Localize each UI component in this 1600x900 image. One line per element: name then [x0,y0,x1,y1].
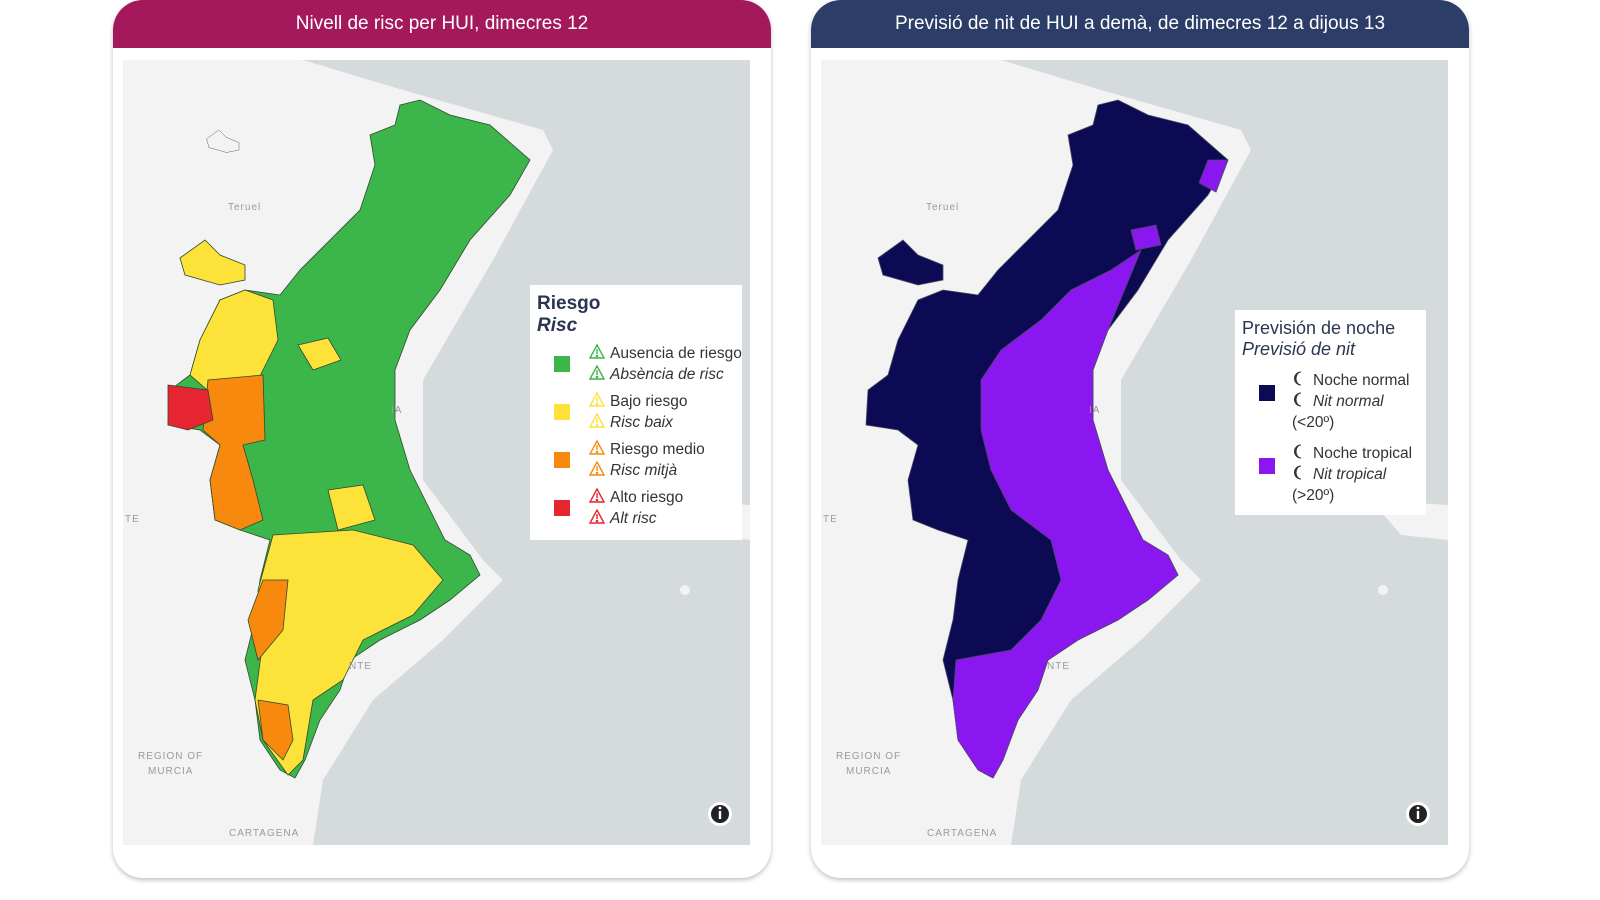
icon [589,344,605,359]
legend-item: Riesgo medio Risc mitjà [537,439,742,481]
map-label: NTE [1047,661,1070,672]
map-label: NTE [349,661,372,672]
icon [589,440,605,455]
legend-subtitle: Risc [537,315,578,336]
legend-label-alt-text: Nit normal [1313,393,1384,410]
legend-label: Riesgo medio [589,439,742,460]
legend-label-text: Alto riesgo [610,489,684,506]
legend-swatch [1259,458,1275,474]
legend-icon [589,509,605,524]
legend-item: Bajo riesgo Risc baix [537,391,742,433]
map-label: TE [125,514,140,525]
map-label: MURCIA [148,766,193,777]
legend-swatch [554,500,570,516]
map-label: REGION OF [138,751,203,762]
icon [1294,444,1302,459]
risk-panel: Nivell de risc per HUI, dimecres 12 Teru… [113,0,771,878]
map-label: TE [823,514,838,525]
legend-label-alt: Risc baix [589,412,742,433]
legend-icon [589,488,605,503]
legend-label: Noche normal [1292,370,1426,391]
legend-label-alt-text: Risc baix [610,414,673,431]
legend-label-alt-text: Alt risc [610,510,657,527]
legend-icon [1294,465,1302,480]
legend-label-alt-text: Absència de risc [610,366,724,383]
legend: Previsión de noche Previsió de nit Noche… [1235,310,1426,515]
legend-label-text: Riesgo medio [610,441,705,458]
legend-icon [589,365,605,380]
legend-note: (<20º) [1292,414,1335,431]
legend-icon [1294,392,1302,407]
legend-swatch [554,452,570,468]
icon [589,392,605,407]
legend-title: Previsión de noche [1242,318,1396,338]
legend: Riesgo Risc Ausencia de riesgo Absència d… [530,285,742,540]
legend-label-text: Bajo riesgo [610,393,688,410]
panel-header: Previsió de nit de HUI a demà, de dimecr… [811,0,1469,48]
legend-swatch [554,356,570,372]
legend-label: Ausencia de riesgo [589,343,742,364]
legend-title: Riesgo [537,293,601,314]
map-label: MURCIA [846,766,891,777]
legend-swatch [1259,385,1275,401]
icon [1294,392,1302,407]
panel-title: Previsió de nit de HUI a demà, de dimecr… [894,13,1386,34]
map-label: IA [391,405,402,416]
map[interactable]: Teruel REGION OF MURCIA CARTAGENA TE IA … [113,0,771,878]
icon [589,365,605,380]
legend-icon [589,461,605,476]
legend-label-alt: Absència de risc [589,364,742,385]
legend-label-text: Ausencia de riesgo [610,345,742,362]
map[interactable]: Teruel REGION OF MURCIA CARTAGENA TE IA … [811,0,1469,878]
legend-label: Bajo riesgo [589,391,742,412]
legend-label-alt: Alt risc [589,508,742,529]
legend-icon [589,344,605,359]
legend-item: Noche tropical Nit tropical (>20º) [1242,443,1426,506]
legend-icon [1294,371,1302,386]
legend-label-text: Noche tropical [1313,445,1413,462]
night-panel: Previsió de nit de HUI a demà, de dimecr… [811,0,1469,878]
icon [589,413,605,428]
legend-icon [589,392,605,407]
legend-label-alt-text: Nit tropical [1313,466,1387,483]
icon [1294,465,1302,480]
panel-header: Nivell de risc per HUI, dimecres 12 [113,0,771,48]
legend-subtitle: Previsió de nit [1242,339,1356,359]
legend-label-alt: Nit tropical [1292,464,1426,485]
legend-icon [1294,444,1302,459]
legend-item: Ausencia de riesgo Absència de risc [537,343,742,385]
map-label: CARTAGENA [229,828,299,839]
legend-label: Alto riesgo [589,487,742,508]
legend-label-alt: Risc mitjà [589,460,742,481]
legend-label-text: Noche normal [1313,372,1410,389]
legend-note: (>20º) [1292,487,1335,504]
legend-icon [589,440,605,455]
legend-swatch [554,404,570,420]
legend-item: Alto riesgo Alt risc [537,487,742,529]
icon [589,461,605,476]
map-label: REGION OF [836,751,901,762]
legend-label-alt-text: Risc mitjà [610,462,678,479]
map-label: Teruel [228,202,261,213]
icon [589,509,605,524]
map-label: IA [1089,405,1100,416]
legend-item: Noche normal Nit normal (<20º) [1242,370,1426,433]
legend-label: Noche tropical [1292,443,1426,464]
legend-label-alt: Nit normal [1292,391,1426,412]
map-label: Teruel [926,202,959,213]
map-label: CARTAGENA [927,828,997,839]
legend-icon [589,413,605,428]
icon [589,488,605,503]
icon [1294,371,1302,386]
panel-title: Nivell de risc per HUI, dimecres 12 [295,13,589,34]
